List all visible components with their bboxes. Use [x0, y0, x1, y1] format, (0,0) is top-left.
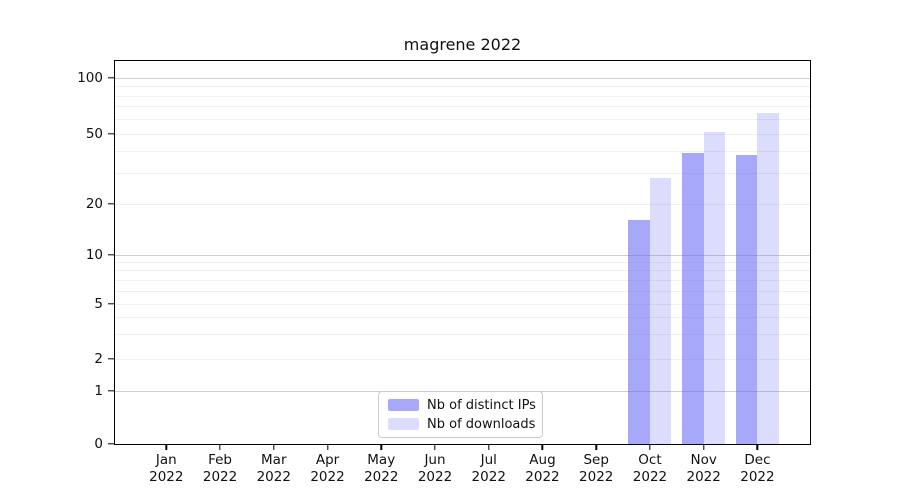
legend-item-distinct-ips: Nb of distinct IPs	[388, 397, 536, 413]
legend: Nb of distinct IPs Nb of downloads	[378, 391, 543, 438]
bar-downloads-dec	[757, 112, 779, 444]
x-tick-nov	[702, 445, 705, 450]
x-tick-dec	[756, 445, 759, 450]
x-tick-month-dec: Dec	[744, 452, 771, 468]
y-tick-1	[108, 390, 114, 392]
legend-swatch-downloads	[388, 418, 419, 430]
x-tick-jun	[434, 445, 436, 450]
legend-label-distinct-ips: Nb of distinct IPs	[427, 397, 536, 413]
bar-downloads-nov	[703, 132, 726, 444]
x-tick-label-aug: Aug 2022	[525, 452, 559, 485]
x-tick-year-apr: 2022	[310, 468, 345, 485]
x-tick-label-jul: Jul 2022	[472, 452, 506, 485]
x-tick-year-may: 2022	[364, 468, 399, 485]
x-tick-label-jun: Jun 2022	[418, 452, 452, 485]
y-tick-label-100: 100	[77, 70, 103, 86]
x-tick-month-apr: Apr	[315, 452, 340, 468]
gridline-minor-80	[115, 95, 810, 97]
x-tick-label-dec: Dec 2022	[740, 452, 774, 485]
x-tick-label-mar: Mar 2022	[257, 452, 291, 485]
y-tick-0	[108, 443, 114, 445]
x-tick-month-feb: Feb	[208, 452, 232, 468]
x-tick-year-jul: 2022	[471, 468, 506, 485]
legend-item-downloads: Nb of downloads	[388, 416, 536, 432]
x-tick-year-oct: 2022	[632, 468, 668, 485]
gridline-minor-7	[115, 279, 810, 281]
y-tick-label-10: 10	[85, 247, 103, 263]
gridline-minor-20	[115, 203, 810, 205]
x-tick-label-oct: Oct 2022	[633, 452, 667, 485]
x-tick-year-sep: 2022	[579, 468, 614, 485]
gridline-minor-70	[115, 106, 810, 108]
x-tick-label-jan: Jan 2022	[149, 452, 183, 485]
chart-title: magrene 2022	[403, 35, 522, 54]
x-tick-jan	[165, 445, 167, 450]
x-tick-may	[380, 445, 382, 450]
y-tick-label-2: 2	[94, 351, 103, 367]
gridline-minor-9	[115, 261, 810, 263]
x-tick-year-feb: 2022	[202, 468, 238, 485]
y-tick-label-50: 50	[85, 126, 103, 142]
gridline-minor-30	[115, 172, 810, 174]
x-tick-label-may: May 2022	[364, 452, 398, 485]
x-tick-feb	[219, 445, 221, 450]
y-tick-50	[108, 133, 114, 135]
legend-label-downloads: Nb of downloads	[427, 416, 536, 432]
y-tick-2	[108, 358, 114, 360]
gridline-minor-60	[115, 118, 810, 120]
x-tick-label-nov: Nov 2022	[687, 452, 721, 485]
y-tick-label-5: 5	[94, 296, 103, 312]
y-tick-5	[108, 303, 114, 305]
x-tick-month-mar: Mar	[261, 452, 287, 468]
y-tick-20	[108, 203, 114, 205]
x-tick-jul	[488, 445, 490, 450]
x-tick-mar	[273, 445, 275, 450]
x-tick-year-jan: 2022	[149, 468, 184, 485]
gridline-minor-40	[115, 150, 810, 152]
x-tick-apr	[326, 445, 329, 450]
bar-downloads-oct	[649, 178, 672, 444]
x-tick-label-feb: Feb 2022	[203, 452, 237, 485]
gridline-minor-5	[115, 303, 810, 305]
x-tick-year-dec: 2022	[740, 468, 775, 485]
y-tick-label-1: 1	[94, 383, 103, 399]
y-tick-label-0: 0	[94, 436, 103, 452]
bar-distinct-ips-nov	[682, 152, 704, 444]
y-tick-label-20: 20	[85, 196, 103, 212]
gridline-major-100	[115, 77, 810, 79]
bar-distinct-ips-dec	[735, 154, 758, 444]
x-tick-year-jun: 2022	[417, 468, 453, 485]
gridline-minor-8	[115, 270, 810, 272]
x-tick-sep	[595, 445, 597, 450]
x-tick-year-mar: 2022	[256, 468, 291, 485]
gridline-minor-2	[115, 358, 810, 360]
x-tick-month-sep: Sep	[583, 452, 609, 468]
legend-swatch-distinct-ips	[388, 399, 419, 411]
x-tick-month-jun: Jun	[424, 452, 446, 468]
x-tick-year-aug: 2022	[525, 468, 560, 485]
x-tick-month-jan: Jan	[155, 452, 177, 468]
gridline-minor-3	[115, 334, 810, 336]
x-tick-month-jul: Jul	[480, 452, 497, 468]
x-tick-label-apr: Apr 2022	[310, 452, 344, 485]
x-tick-label-sep: Sep 2022	[579, 452, 613, 485]
x-tick-month-oct: Oct	[638, 452, 662, 468]
y-tick-100	[108, 77, 114, 79]
y-tick-10	[108, 254, 114, 256]
x-tick-month-may: May	[367, 452, 396, 468]
bar-distinct-ips-oct	[628, 220, 650, 444]
x-tick-year-nov: 2022	[686, 468, 721, 485]
x-tick-month-nov: Nov	[690, 452, 717, 468]
x-tick-oct	[649, 445, 651, 450]
x-tick-month-aug: Aug	[529, 452, 556, 468]
gridline-minor-6	[115, 290, 810, 292]
gridline-minor-4	[115, 316, 810, 318]
x-tick-aug	[541, 445, 544, 450]
gridline-minor-50	[115, 133, 810, 135]
gridline-major-10	[115, 254, 810, 256]
gridline-minor-90	[115, 86, 810, 87]
